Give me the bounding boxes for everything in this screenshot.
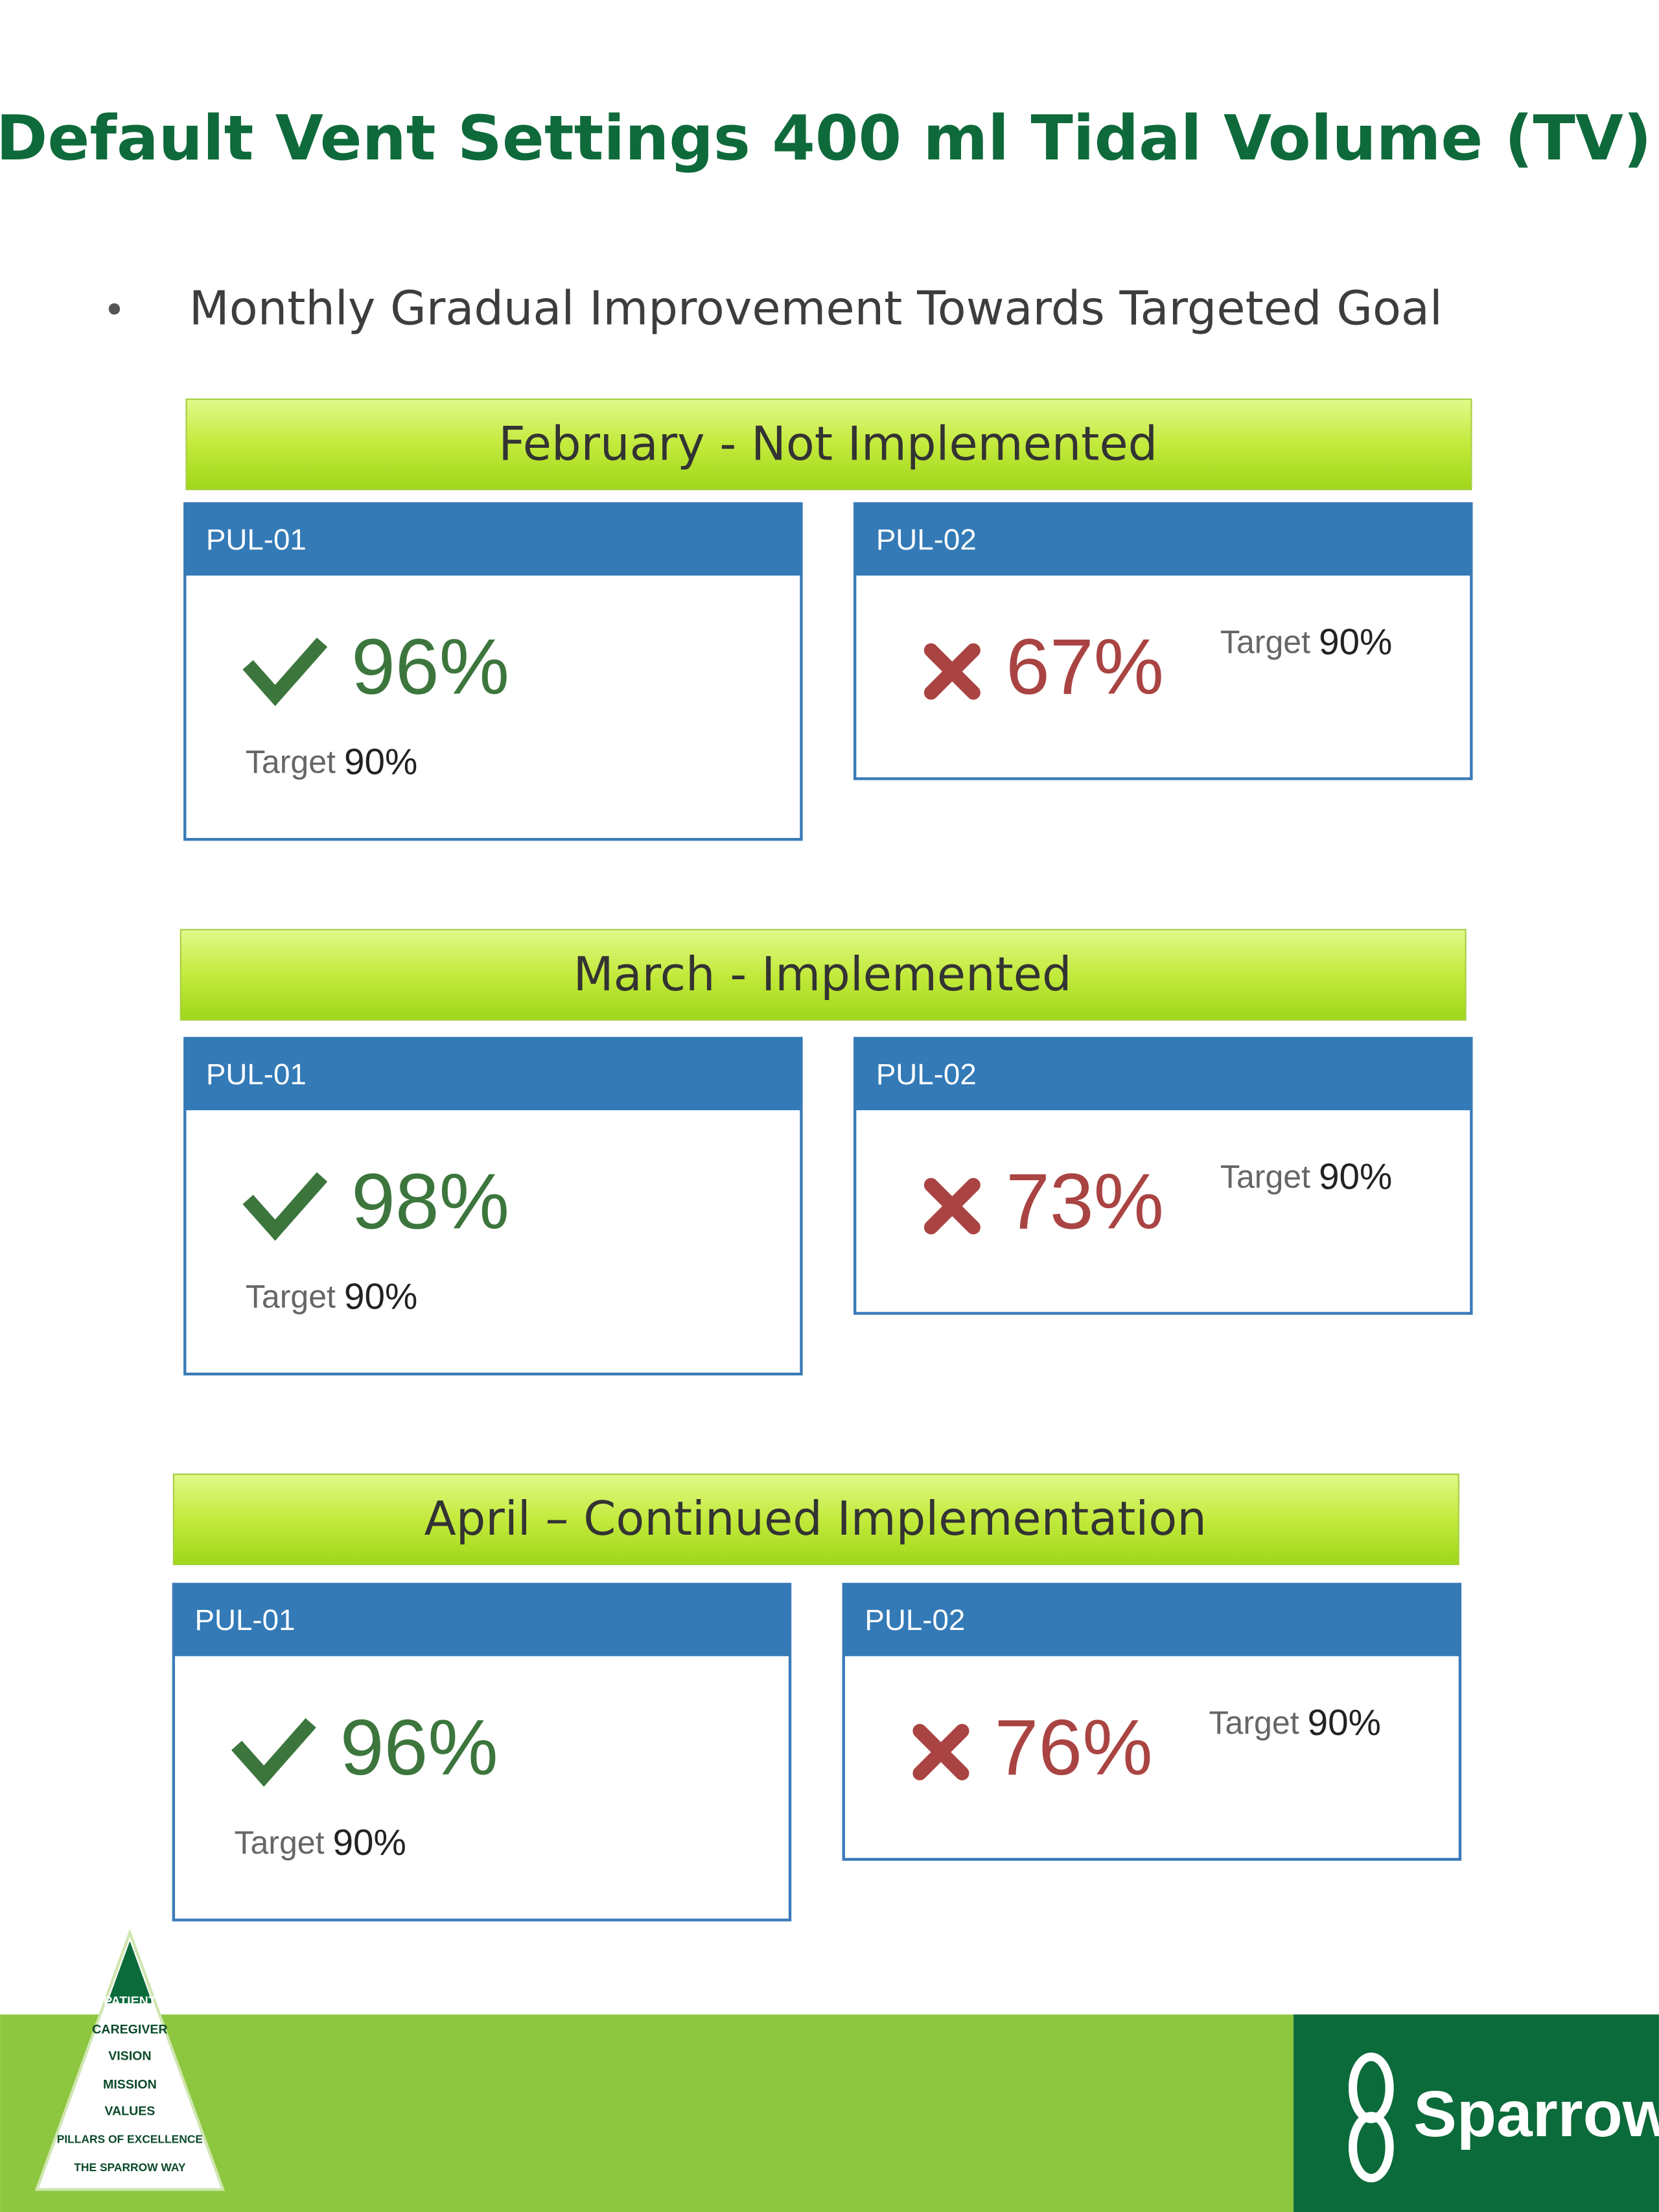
bullet-dot (108, 303, 121, 315)
cross-icon (923, 1178, 980, 1235)
brand-name: Sparrow (1413, 2078, 1659, 2150)
slide-title: Default Vent Settings 400 ml Tidal Volum… (0, 102, 1652, 174)
check-icon (231, 1718, 316, 1787)
section-bar (172, 1473, 1459, 1566)
section-bar (180, 929, 1467, 1021)
check-icon (242, 1172, 328, 1241)
card-header (855, 504, 1472, 576)
target-label: Target (1209, 1705, 1299, 1741)
pyramid-text: CAREGIVER (92, 2022, 167, 2036)
pyramid-text: VISION (108, 2049, 151, 2064)
pyramid-text: PILLARS OF EXCELLENCE (57, 2133, 203, 2146)
target-value: 90% (1308, 1702, 1381, 1743)
card-label: PUL-01 (195, 1603, 296, 1636)
section-heading: February - Not Implemented (498, 417, 1157, 471)
card-header (173, 1584, 791, 1657)
pyramid-text: VALUES (104, 2104, 155, 2119)
card-header (855, 1038, 1472, 1111)
target-label: Target (234, 1824, 324, 1861)
pyramid-top (107, 1941, 153, 2003)
card-label: PUL-02 (864, 1603, 965, 1636)
section-heading: April – Continued Implementation (424, 1491, 1207, 1546)
target-text: Target 90% (1220, 622, 1392, 662)
cross-icon (923, 643, 980, 700)
card-label: PUL-01 (206, 523, 307, 556)
metric-value: 96% (351, 622, 509, 710)
target-value: 90% (333, 1822, 406, 1863)
metric-value: 96% (340, 1703, 498, 1791)
target-label: Target (246, 744, 336, 780)
card-header (185, 1038, 802, 1111)
target-label: Target (246, 1279, 336, 1315)
target-value: 90% (1319, 622, 1392, 662)
pyramid (34, 1928, 226, 2191)
card-header (843, 1584, 1460, 1657)
card-label: PUL-01 (206, 1058, 307, 1091)
section-bar (185, 398, 1472, 491)
section-heading: March - Implemented (574, 947, 1072, 1001)
pyramid-text: PATIENT (104, 1994, 156, 2008)
target-text: Target 90% (246, 741, 417, 782)
bullet-text: Monthly Gradual Improvement Towards Targ… (189, 281, 1443, 336)
target-value: 90% (344, 741, 417, 782)
card-label: PUL-02 (876, 1058, 977, 1091)
brand-box (1294, 2014, 1659, 2212)
pyramid-text: MISSION (103, 2077, 157, 2091)
card-header (185, 504, 802, 576)
metric-value: 73% (1006, 1157, 1164, 1245)
target-text: Target 90% (1220, 1156, 1392, 1197)
cross-icon (912, 1723, 969, 1780)
target-label: Target (1220, 1159, 1310, 1195)
target-value: 90% (1319, 1156, 1392, 1197)
metric-value: 98% (351, 1157, 509, 1245)
target-value: 90% (344, 1276, 417, 1317)
pyramid-text: THE SPARROW WAY (74, 2161, 186, 2174)
target-label: Target (1220, 624, 1310, 660)
target-text: Target 90% (234, 1822, 406, 1863)
metric-value: 67% (1006, 622, 1164, 710)
content: February - Not Implemented PUL-01 96% Targe… (57, 398, 1659, 2174)
brand-icon (1349, 2053, 1394, 2183)
metric-value: 76% (995, 1703, 1153, 1791)
target-text: Target 90% (246, 1276, 417, 1317)
target-text: Target 90% (1209, 1702, 1381, 1743)
card-label: PUL-02 (876, 523, 977, 556)
check-icon (242, 637, 328, 706)
